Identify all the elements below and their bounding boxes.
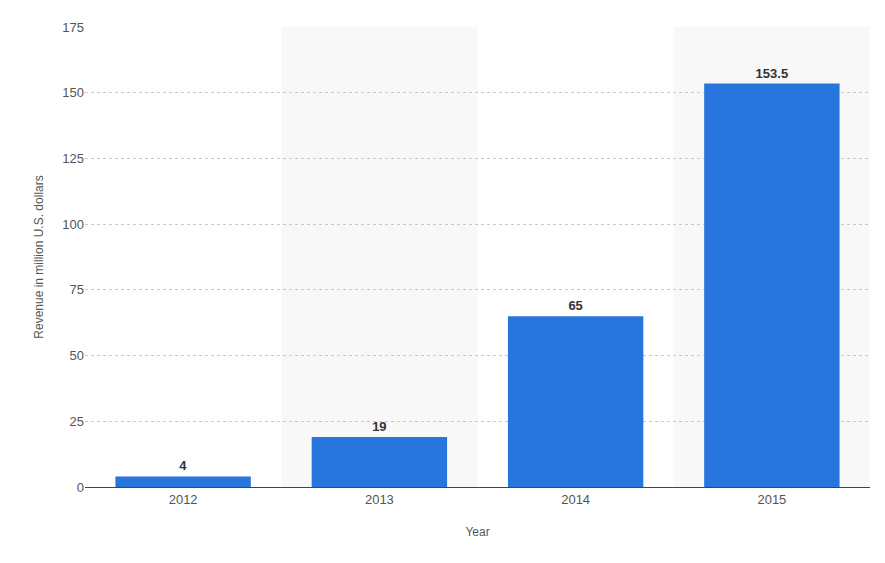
- svg-text:125: 125: [62, 151, 84, 166]
- svg-text:2014: 2014: [561, 492, 590, 507]
- svg-text:19: 19: [372, 419, 386, 434]
- svg-text:50: 50: [70, 348, 84, 363]
- svg-text:2015: 2015: [757, 492, 786, 507]
- svg-text:25: 25: [70, 414, 84, 429]
- svg-text:0: 0: [77, 480, 84, 495]
- svg-text:150: 150: [62, 85, 84, 100]
- svg-text:4: 4: [179, 458, 187, 473]
- svg-text:100: 100: [62, 217, 84, 232]
- svg-text:175: 175: [62, 20, 84, 35]
- svg-text:Revenue in million U.S. dollar: Revenue in million U.S. dollars: [32, 175, 46, 338]
- svg-text:65: 65: [568, 298, 582, 313]
- svg-text:75: 75: [70, 282, 84, 297]
- svg-text:Year: Year: [465, 525, 489, 539]
- svg-text:2012: 2012: [169, 492, 198, 507]
- svg-text:2013: 2013: [365, 492, 394, 507]
- svg-text:153.5: 153.5: [756, 66, 789, 81]
